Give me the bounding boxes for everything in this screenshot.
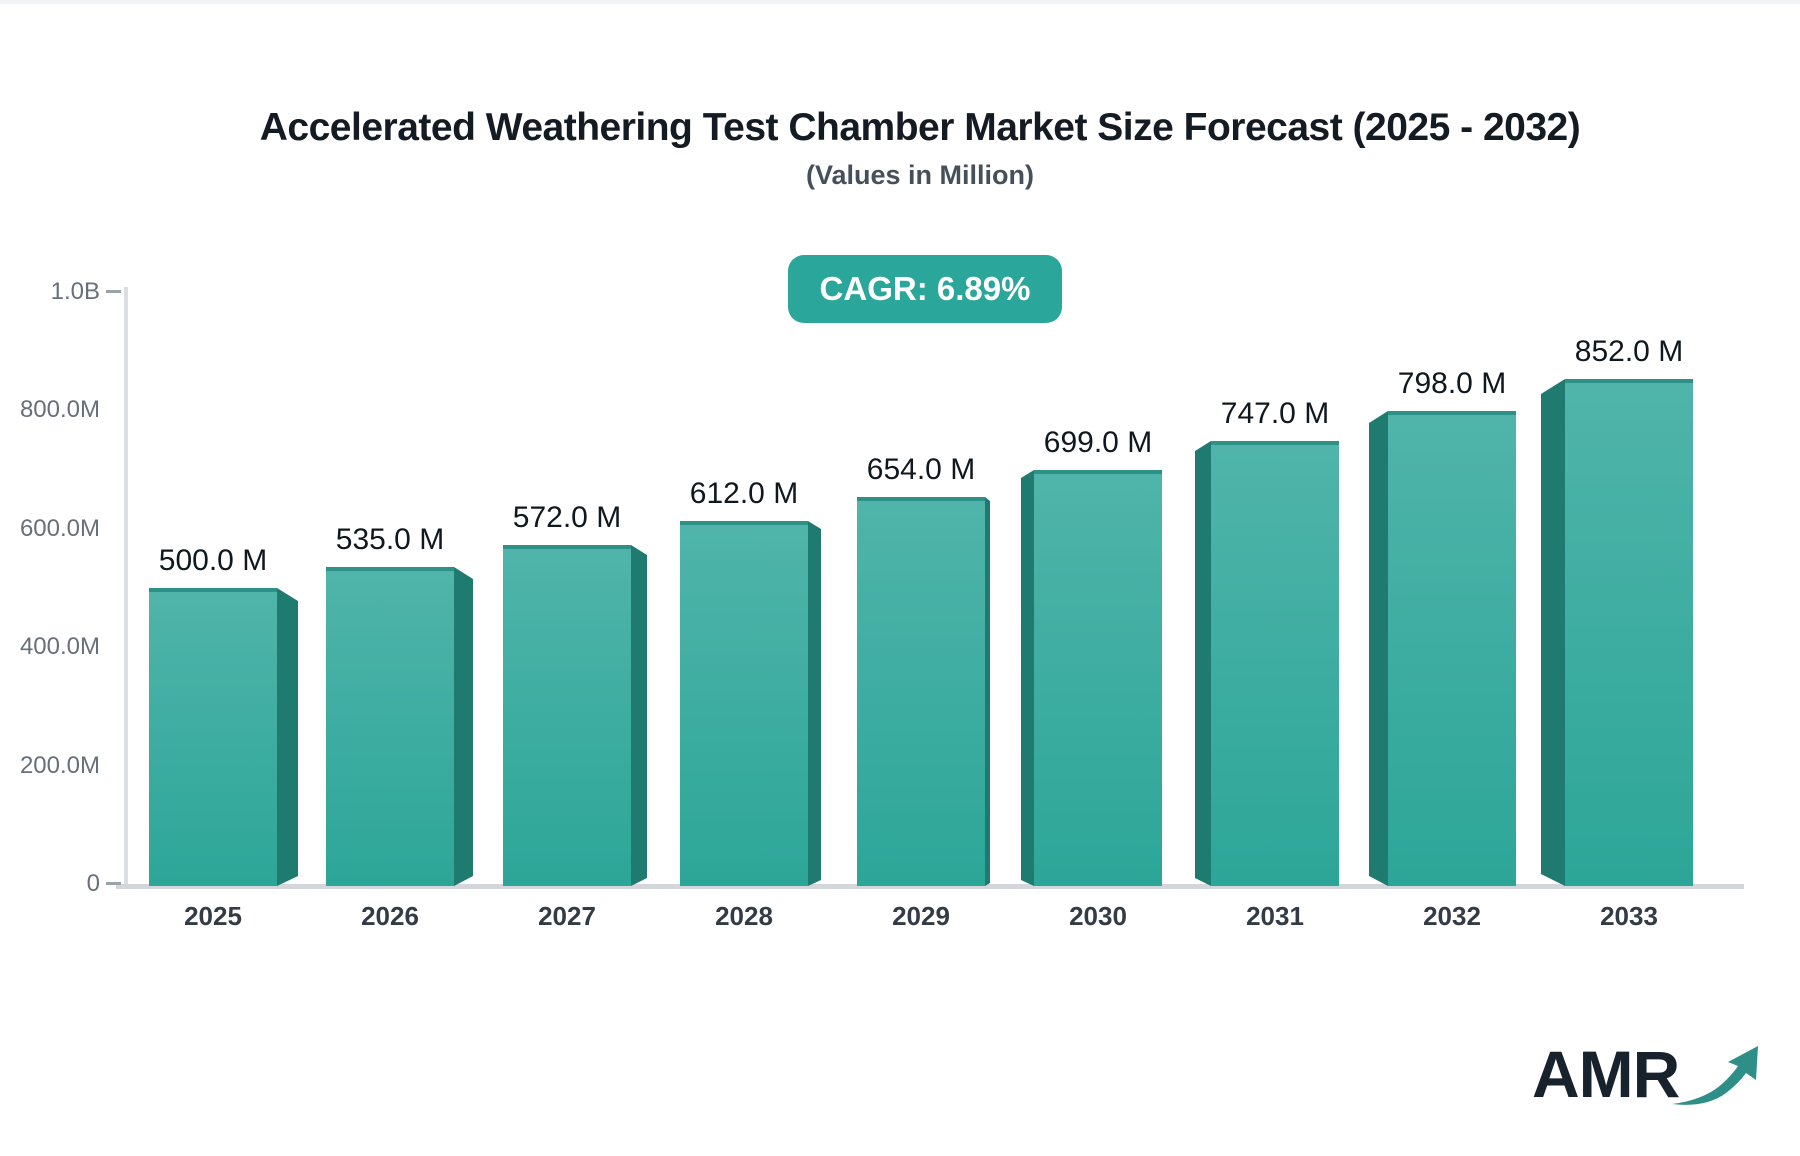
- bar-value-label: 654.0 M: [866, 453, 976, 486]
- growth-arrow-icon: [1672, 1046, 1758, 1105]
- bar-3d-side-2031: [1195, 441, 1211, 886]
- y-axis-tick-mark: [106, 882, 121, 885]
- y-axis-tick-label: 600.0M: [19, 515, 100, 542]
- bar-3d-side-2029: [985, 497, 990, 886]
- bar-2031: [1211, 441, 1339, 886]
- y-axis-line: [124, 287, 128, 889]
- bar-2033: [1565, 379, 1693, 886]
- x-axis-category-label: 2032: [1423, 901, 1481, 931]
- top-edge-divider: [0, 0, 1800, 4]
- bar-3d-side-2033: [1541, 379, 1565, 886]
- x-axis-category-label: 2025: [184, 901, 242, 931]
- y-axis-tick-label: 800.0M: [19, 396, 100, 423]
- bar-value-label: 612.0 M: [689, 477, 799, 510]
- x-axis-category-label: 2028: [715, 901, 773, 931]
- x-axis-category-label: 2027: [538, 901, 596, 931]
- y-axis-tick-label: 200.0M: [19, 752, 100, 779]
- x-axis-line: [116, 884, 1744, 889]
- brand-logo-text: AMR: [1532, 1037, 1680, 1111]
- cagr-badge: CAGR: 6.89%: [788, 255, 1062, 323]
- y-axis-tick-mark: [106, 290, 121, 293]
- bar-3d-side-2028: [808, 521, 821, 886]
- bar-2027: [503, 545, 631, 886]
- x-axis-category-label: 2031: [1246, 901, 1304, 931]
- bar-3d-side-2032: [1369, 411, 1388, 886]
- bar-value-label: 747.0 M: [1220, 397, 1330, 430]
- x-axis-category-label: 2030: [1069, 901, 1127, 931]
- bar-2025: [149, 588, 277, 886]
- x-axis-category-label: 2033: [1600, 901, 1658, 931]
- bar-value-label: 798.0 M: [1397, 367, 1507, 400]
- bar-2029: [857, 497, 985, 886]
- chart-title: Accelerated Weathering Test Chamber Mark…: [259, 106, 1581, 149]
- y-axis-tick-label: 400.0M: [19, 633, 100, 660]
- bar-value-label: 852.0 M: [1574, 335, 1684, 368]
- bar-3d-side-2030: [1021, 470, 1034, 886]
- brand-logo: AMR: [1532, 1036, 1758, 1126]
- bar-3d-side-2025: [277, 588, 298, 886]
- bar-value-label: 535.0 M: [335, 523, 445, 556]
- chart-subtitle: (Values in Million): [805, 160, 1035, 190]
- y-axis-tick-label: 0: [0, 871, 121, 897]
- x-axis-category-label: 2026: [361, 901, 419, 931]
- bar-2026: [326, 567, 454, 886]
- y-axis-tick-label: 1.0B: [0, 279, 121, 305]
- bar-2030: [1034, 470, 1162, 886]
- bar-value-label: 699.0 M: [1043, 426, 1153, 459]
- bar-2028: [680, 521, 808, 886]
- bar-value-label: 500.0 M: [158, 544, 268, 577]
- bar-2032: [1388, 411, 1516, 886]
- bar-3d-side-2026: [454, 567, 473, 886]
- bar-value-label: 572.0 M: [512, 501, 622, 534]
- bar-3d-side-2027: [631, 545, 647, 886]
- x-axis-category-label: 2029: [892, 901, 950, 931]
